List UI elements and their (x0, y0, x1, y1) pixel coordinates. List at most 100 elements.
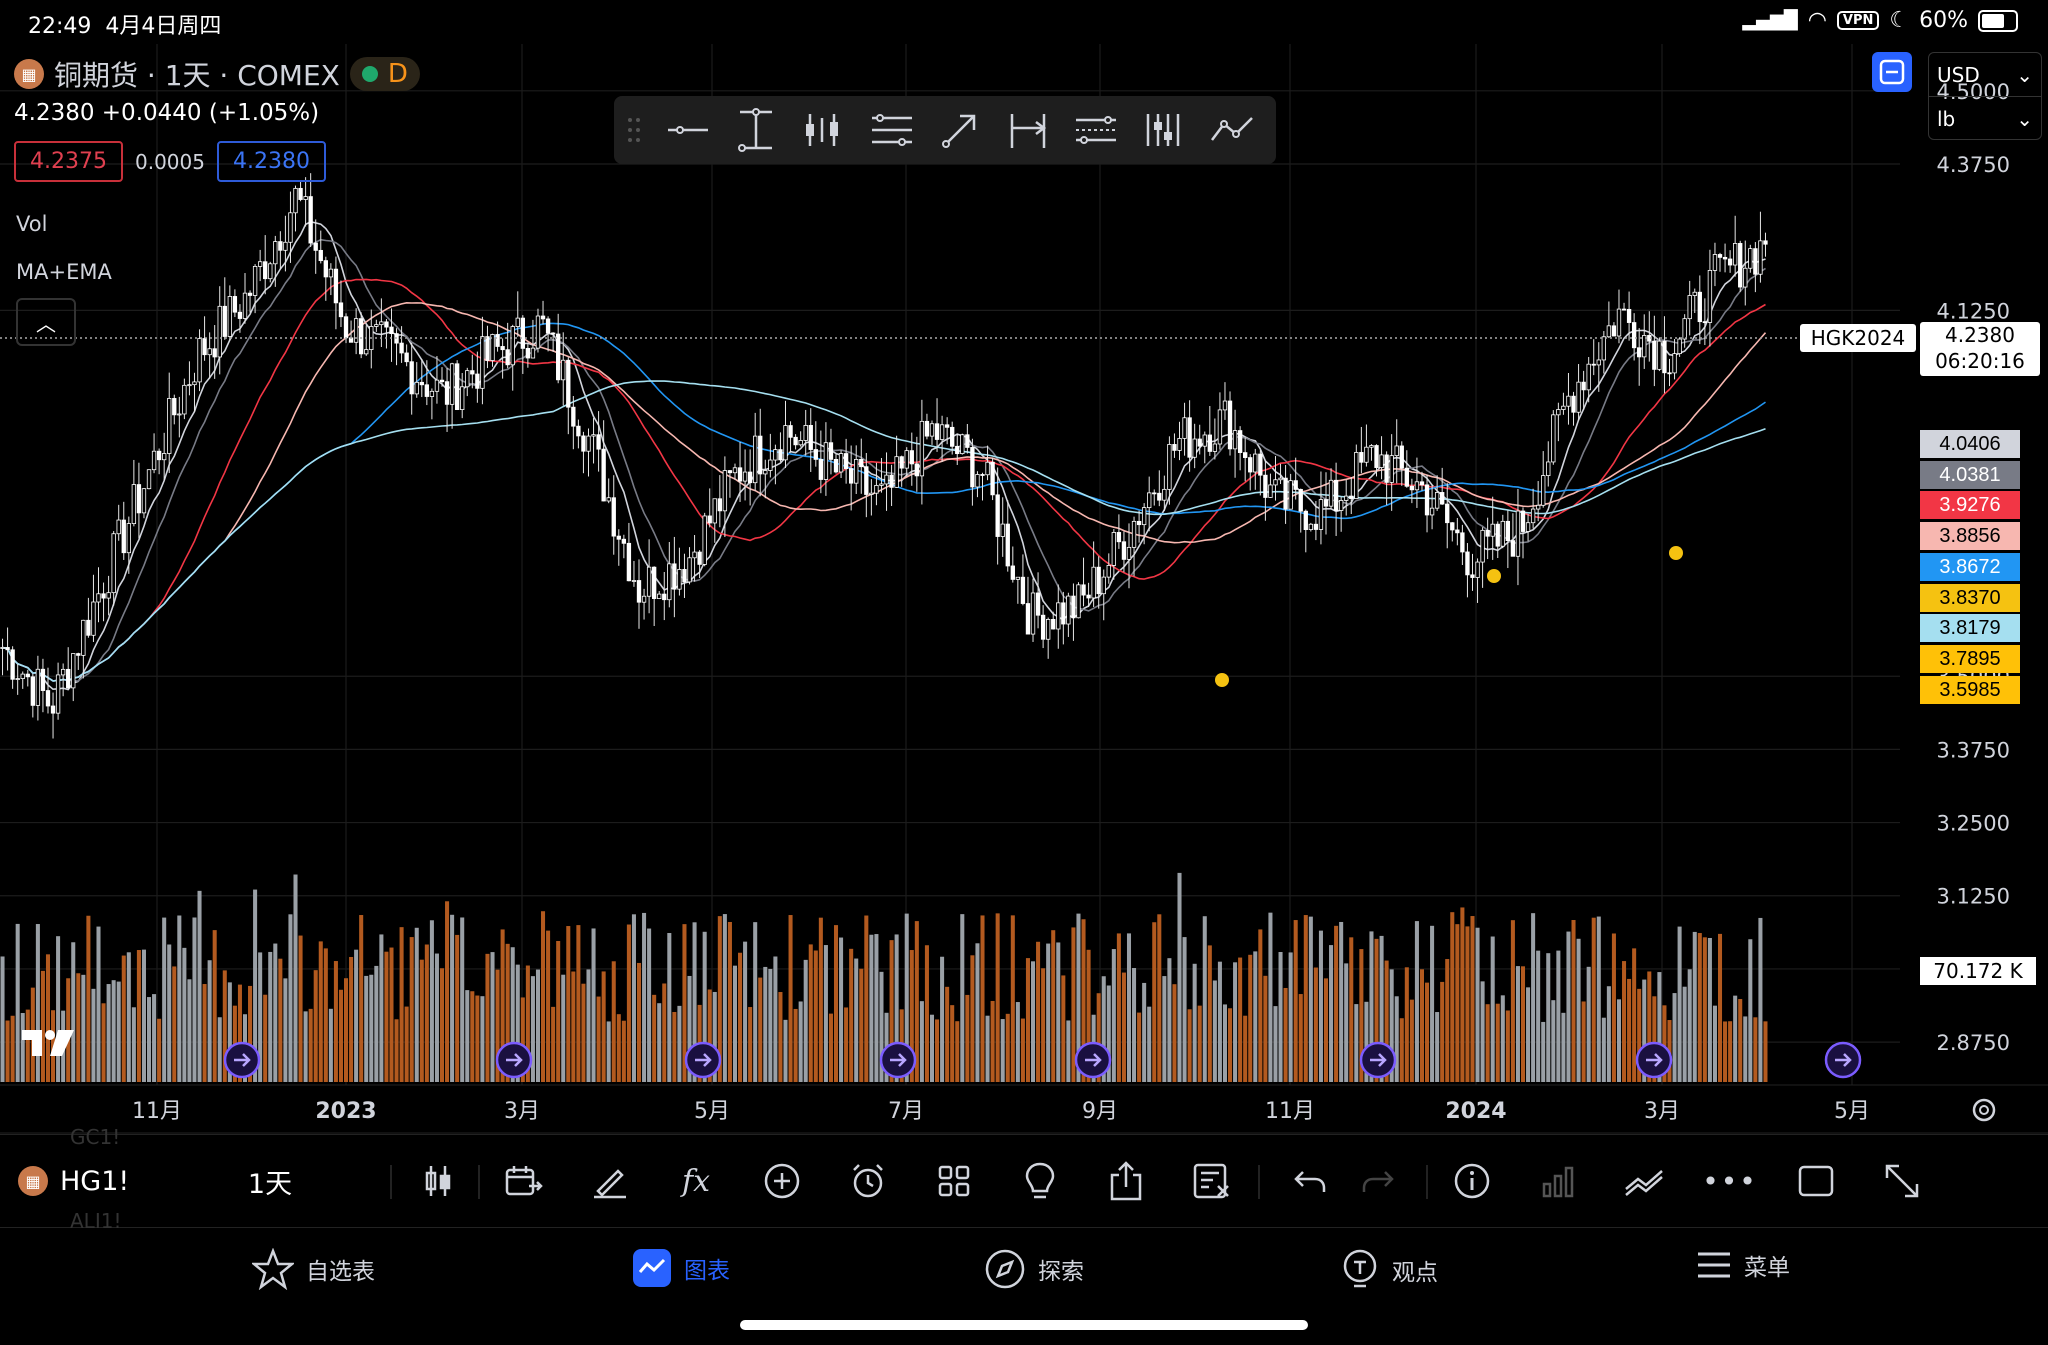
volume-bar (1061, 975, 1066, 1082)
remove-drawings-button[interactable] (1184, 1153, 1240, 1209)
candle-body (1510, 540, 1516, 557)
arrow-tool-icon[interactable] (926, 96, 994, 164)
status-icons: ▂▄▆█ ◠ VPN ☾ 60% (1742, 8, 2018, 33)
tab-ideas[interactable]: 观点 (1340, 1248, 1438, 1292)
candle-body (1131, 520, 1137, 548)
tab-watchlist[interactable]: 自选表 (252, 1248, 375, 1290)
volume-bar (116, 981, 121, 1082)
currency-unit-selector[interactable]: USD ⌄ lb ⌄ (1928, 52, 2042, 140)
volume-bar (859, 968, 864, 1082)
symbol-header[interactable]: ▦ 铜期货 · 1天 · COMEX D (14, 54, 420, 94)
volume-bar (1470, 916, 1475, 1082)
legend-vol[interactable]: Vol (16, 212, 48, 236)
alert-button[interactable] (840, 1153, 896, 1209)
volume-bar (1596, 916, 1601, 1082)
candle-body (429, 390, 435, 397)
volume-bar (1071, 927, 1076, 1082)
candle-body (162, 453, 167, 461)
window-button[interactable] (1788, 1153, 1844, 1209)
candle-body (1025, 603, 1031, 635)
unit-select[interactable]: lb ⌄ (1929, 96, 2041, 140)
volume-bar (172, 966, 177, 1082)
candle-body (1328, 479, 1334, 507)
replay-button[interactable] (496, 1153, 552, 1209)
volume-bar (399, 927, 404, 1082)
volume-profile-tool-icon[interactable] (1130, 96, 1198, 164)
horizontal-line-tool-icon[interactable] (654, 96, 722, 164)
volume-bar (1293, 920, 1298, 1082)
volume-bar (980, 915, 985, 1082)
drawing-tools-button[interactable] (582, 1153, 638, 1209)
ask-price[interactable]: 4.2380 (216, 141, 326, 182)
info-button[interactable] (1444, 1153, 1500, 1209)
volume-bar (823, 945, 828, 1082)
event-marker-icon (1359, 1041, 1397, 1079)
ma-value-tag: 3.9276 (1920, 491, 2020, 520)
vertical-line-tool-icon[interactable] (722, 96, 790, 164)
symbol-switcher[interactable]: ▦ HG1! (18, 1153, 218, 1209)
path-tool-icon[interactable] (1198, 96, 1266, 164)
candle-body (470, 370, 475, 375)
fullscreen-chart-button[interactable] (1872, 52, 1912, 92)
candle-body (359, 318, 364, 355)
volume-bar (1622, 961, 1627, 1082)
volume-bar (480, 996, 485, 1082)
market-status-pill[interactable]: D (349, 57, 420, 91)
volume-bar (1546, 953, 1551, 1082)
share-button[interactable] (1098, 1153, 1154, 1209)
candle-body (1020, 576, 1026, 604)
volume-bar (1425, 982, 1430, 1082)
compare-button[interactable] (1616, 1153, 1672, 1209)
currency-select[interactable]: USD ⌄ (1937, 62, 2033, 87)
candle-body (1066, 595, 1071, 625)
tradingview-logo-icon[interactable] (20, 1026, 78, 1064)
long-position-tool-icon[interactable] (790, 96, 858, 164)
candle-body (783, 425, 788, 461)
candle-body (626, 542, 632, 582)
ideas-button[interactable] (1012, 1153, 1068, 1209)
volume-bar (682, 924, 687, 1082)
signal-dot (1215, 673, 1229, 687)
candle-style-button[interactable] (410, 1153, 466, 1209)
symbol-title[interactable]: 铜期货 · 1天 · COMEX (54, 59, 340, 92)
candle-body (1076, 584, 1081, 619)
candle-body (919, 420, 925, 477)
parallel-channel-tool-icon[interactable] (1062, 96, 1130, 164)
undo-button[interactable] (1282, 1153, 1338, 1209)
indicators-button[interactable]: fx (668, 1153, 724, 1209)
candle-body (904, 450, 909, 469)
volume-bar (227, 982, 232, 1082)
redo-button[interactable] (1350, 1153, 1406, 1209)
drag-handle-icon[interactable] (614, 96, 654, 164)
volume-bar (1283, 987, 1288, 1082)
bid-price[interactable]: 4.2375 (14, 141, 123, 182)
volume-bar (182, 947, 187, 1082)
legend-ma-ema[interactable]: MA+EMA (16, 260, 112, 284)
candle-body (682, 569, 687, 583)
price-chart[interactable]: 4.50004.37504.12503.50003.37503.25003.12… (0, 44, 2048, 1134)
volume-bar (1601, 1017, 1606, 1082)
fib-retracement-tool-icon[interactable] (858, 96, 926, 164)
fullscreen-button[interactable] (1874, 1153, 1930, 1209)
fundamentals-button[interactable] (1530, 1153, 1586, 1209)
candle-body (727, 470, 733, 474)
add-button[interactable] (754, 1153, 810, 1209)
tab-menu[interactable]: 菜单 (1696, 1248, 1790, 1282)
volume-bar (1455, 924, 1460, 1082)
volume-bar (1702, 937, 1707, 1082)
volume-bar (1278, 952, 1283, 1082)
candle-body (616, 535, 621, 540)
volume-bar (1349, 937, 1354, 1082)
home-indicator[interactable] (740, 1320, 1308, 1330)
date-range-tool-icon[interactable] (994, 96, 1062, 164)
interval-button[interactable]: 1天 (247, 1168, 293, 1200)
tab-chart[interactable]: 图表 (632, 1248, 730, 1288)
tab-explore[interactable]: 探索 (984, 1248, 1084, 1290)
volume-bar (924, 945, 929, 1082)
layout-button[interactable] (926, 1153, 982, 1209)
volume-bar (1207, 945, 1212, 1082)
candle-body (1525, 522, 1531, 532)
collapse-legend-button[interactable]: ︿ (16, 298, 76, 346)
candle-body (1182, 417, 1187, 439)
more-button[interactable]: ••• (1702, 1153, 1758, 1209)
